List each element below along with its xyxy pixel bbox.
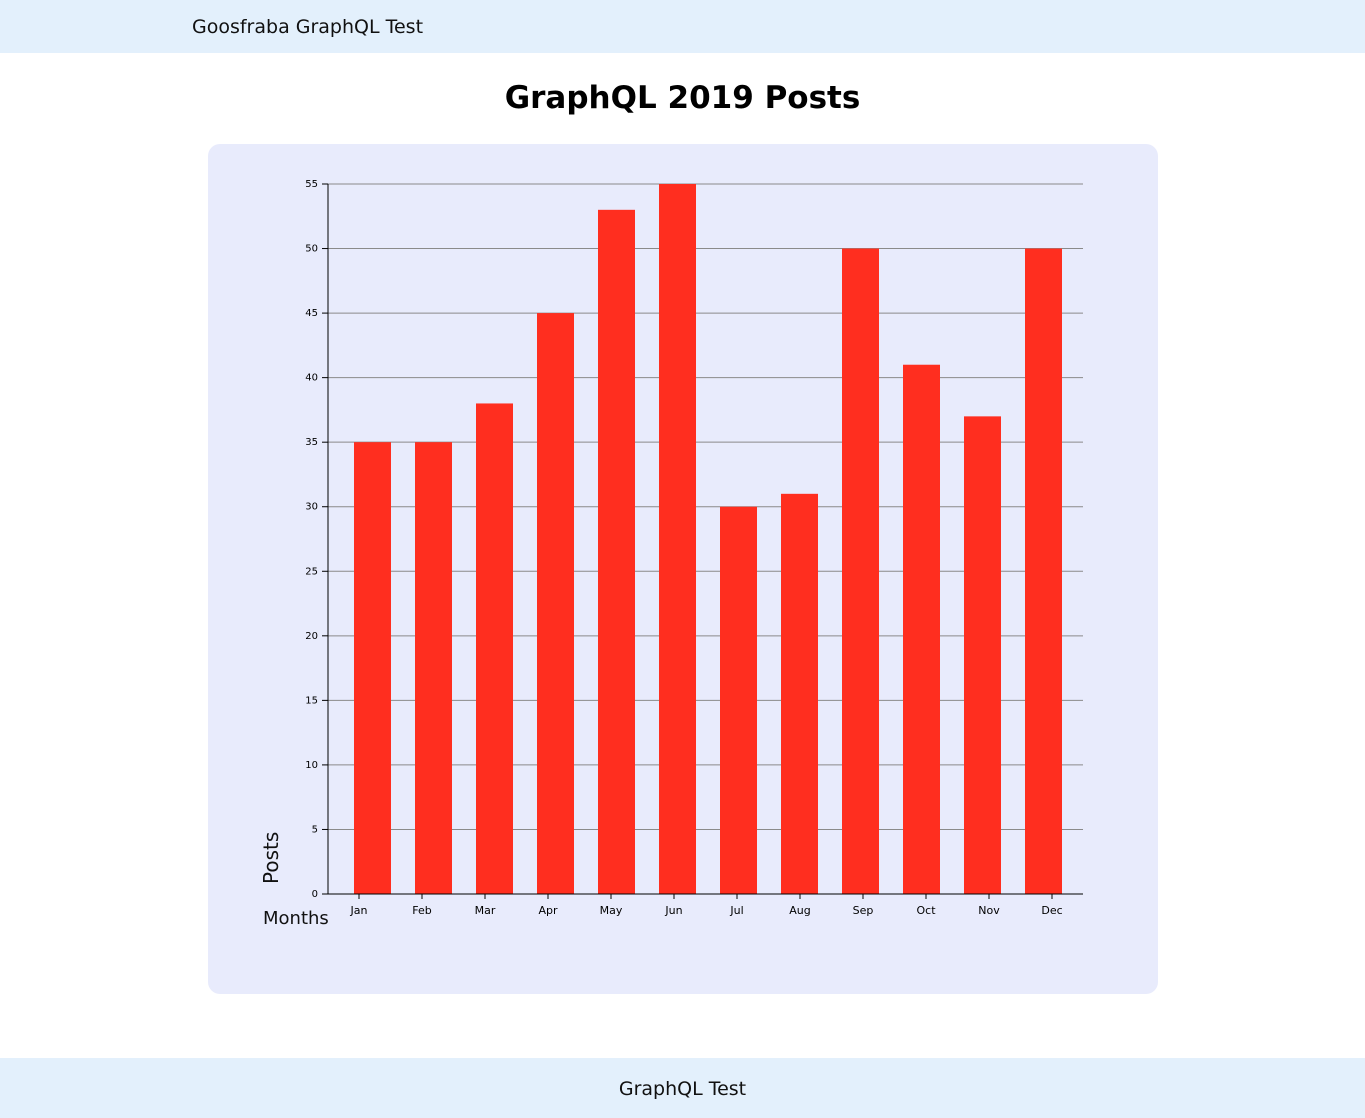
bar-jun[interactable] <box>659 184 696 894</box>
bar-layer <box>354 184 1062 894</box>
bar-chart: 0 5 10 15 20 25 30 35 40 45 50 55 Jan Feb Mar Apr May Jun… <box>259 179 1083 929</box>
x-tick-label: May <box>600 904 623 917</box>
top-navbar: Goosfraba GraphQL Test <box>0 0 1365 53</box>
bar-apr[interactable] <box>537 313 574 894</box>
y-tick-label: 45 <box>305 308 318 319</box>
y-tick-label: 55 <box>305 179 318 190</box>
y-tick-label: 10 <box>305 760 318 771</box>
chart-card: 0 5 10 15 20 25 30 35 40 45 50 55 Jan Feb Mar Apr May Jun… <box>208 144 1158 994</box>
page-title: GraphQL 2019 Posts <box>504 80 861 116</box>
x-tick-label: Jun <box>664 904 682 917</box>
x-axis-label: Months <box>263 908 329 929</box>
bar-nov[interactable] <box>964 416 1001 894</box>
axis-layer: 0 5 10 15 20 25 30 35 40 45 50 55 Jan Feb Mar Apr May Jun… <box>305 179 1083 917</box>
x-tick-label: Mar <box>475 904 496 917</box>
bar-dec[interactable] <box>1025 248 1062 894</box>
y-tick-label: 40 <box>305 373 318 384</box>
footer-text: GraphQL Test <box>618 1078 747 1100</box>
y-tick-label: 20 <box>305 631 318 642</box>
x-tick-label: Jan <box>350 904 368 917</box>
bar-jan[interactable] <box>354 442 391 894</box>
y-tick-label: 25 <box>305 566 318 577</box>
y-axis-label: Posts <box>259 832 283 884</box>
x-tick-label: Aug <box>789 904 810 917</box>
x-tick-label: Sep <box>853 904 874 917</box>
y-tick-label: 30 <box>305 502 318 513</box>
x-tick-label: Dec <box>1041 904 1062 917</box>
x-tick-label: Jul <box>729 904 743 917</box>
y-tick-label: 15 <box>305 695 318 706</box>
y-tick-label: 50 <box>305 244 318 255</box>
brand-link[interactable]: Goosfraba GraphQL Test <box>192 16 424 38</box>
grid-layer <box>328 183 1083 830</box>
bar-sep[interactable] <box>842 248 879 894</box>
footer: GraphQL Test <box>0 1058 1365 1118</box>
bar-may[interactable] <box>598 209 635 894</box>
x-tick-label: Oct <box>916 904 936 917</box>
bar-mar[interactable] <box>476 403 513 894</box>
x-tick-label: Feb <box>412 904 431 917</box>
bar-jul[interactable] <box>720 506 757 894</box>
bar-feb[interactable] <box>415 442 452 894</box>
bar-oct[interactable] <box>903 364 940 894</box>
x-tick-label: Apr <box>538 904 558 917</box>
x-tick-label: Nov <box>978 904 1000 917</box>
y-tick-label: 35 <box>305 437 318 448</box>
y-tick-label: 5 <box>312 824 318 835</box>
y-tick-label: 0 <box>312 889 318 900</box>
bar-aug[interactable] <box>781 493 818 894</box>
